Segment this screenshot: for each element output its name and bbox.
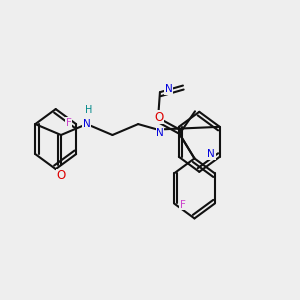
Text: N: N bbox=[83, 119, 91, 129]
Text: H: H bbox=[85, 106, 93, 116]
Text: N: N bbox=[156, 128, 164, 138]
Text: F: F bbox=[180, 200, 186, 210]
Text: N: N bbox=[207, 149, 215, 159]
Text: N: N bbox=[165, 85, 172, 94]
Text: F: F bbox=[66, 118, 72, 128]
Text: O: O bbox=[154, 111, 163, 124]
Text: O: O bbox=[56, 169, 66, 182]
